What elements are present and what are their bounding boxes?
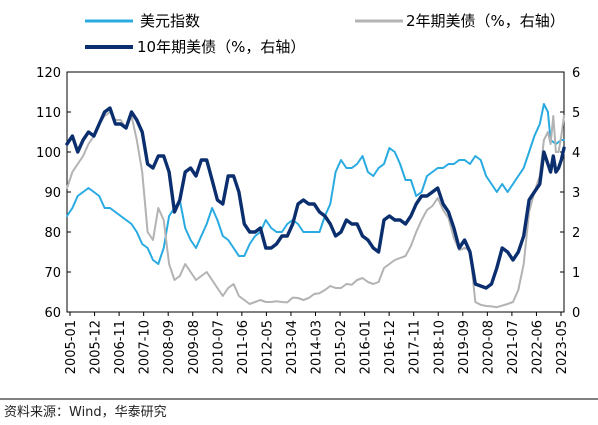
x-tick-label: 2012-05: [260, 320, 275, 374]
x-tick-label: 2016-01: [359, 320, 374, 374]
x-tick-label: 2008-09: [162, 320, 177, 374]
x-tick-label: 2017-11: [408, 320, 423, 374]
x-axis: 2005-01 2005-12 2006-11 2007-10 2008-09 2009-…: [64, 312, 570, 374]
left-axis: 60 70 80 90 100 110 120: [36, 66, 71, 321]
series-layer: [65, 103, 566, 309]
left-tick-label: 120: [36, 66, 61, 81]
legend-item-usd-index: 美元指数: [85, 12, 200, 30]
left-tick-label: 80: [44, 226, 61, 241]
legend-item-2y-treasury: 2年期美债（%，右轴）: [355, 12, 565, 30]
right-axis: 0 1 2 3 4 5 6: [560, 66, 580, 321]
x-tick-label: 2016-12: [383, 320, 398, 374]
x-tick-label: 2023-05: [555, 320, 570, 374]
x-tick-label: 2013-04: [285, 320, 300, 374]
legend-label-10y-treasury: 10年期美债（%，右轴）: [137, 38, 305, 56]
right-tick-label: 0: [572, 306, 580, 321]
x-tick-label: 2022-06: [530, 320, 545, 374]
right-tick-label: 5: [572, 106, 580, 121]
right-tick-label: 6: [572, 66, 580, 81]
series-line-usd-index: [66, 103, 565, 265]
x-tick-label: 2018-10: [432, 320, 447, 374]
right-tick-label: 4: [572, 146, 580, 161]
right-tick-label: 3: [572, 186, 580, 201]
legend: 美元指数 2年期美债（%，右轴） 10年期美债（%，右轴）: [85, 12, 565, 56]
series-line-2y-treasury: [66, 111, 565, 309]
x-tick-label: 2006-11: [113, 320, 128, 374]
left-tick-label: 70: [44, 266, 61, 281]
x-tick-label: 2021-07: [506, 320, 521, 374]
x-tick-label: 2014-03: [310, 320, 325, 374]
x-tick-label: 2005-01: [64, 320, 79, 374]
x-tick-label: 2015-02: [334, 320, 349, 374]
series-line-10y-treasury: [65, 106, 566, 290]
right-tick-label: 1: [572, 266, 580, 281]
x-tick-label: 2020-08: [481, 320, 496, 374]
x-tick-label: 2010-07: [211, 320, 226, 374]
x-tick-label: 2009-08: [187, 320, 202, 374]
source-note: 资料来源：Wind，华泰研究: [4, 405, 167, 420]
legend-label-usd-index: 美元指数: [140, 12, 200, 30]
legend-label-2y-treasury: 2年期美债（%，右轴）: [406, 12, 565, 30]
legend-item-10y-treasury: 10年期美债（%，右轴）: [85, 38, 305, 56]
plot-frame: [66, 71, 565, 313]
left-tick-label: 60: [44, 306, 61, 321]
x-tick-label: 2007-10: [138, 320, 153, 374]
right-tick-label: 2: [572, 226, 580, 241]
left-tick-label: 100: [36, 146, 61, 161]
left-tick-label: 110: [36, 106, 61, 121]
x-tick-label: 2011-06: [236, 320, 251, 374]
left-tick-label: 90: [44, 186, 61, 201]
x-tick-label: 2005-12: [89, 320, 104, 374]
x-tick-label: 2019-09: [457, 320, 472, 374]
